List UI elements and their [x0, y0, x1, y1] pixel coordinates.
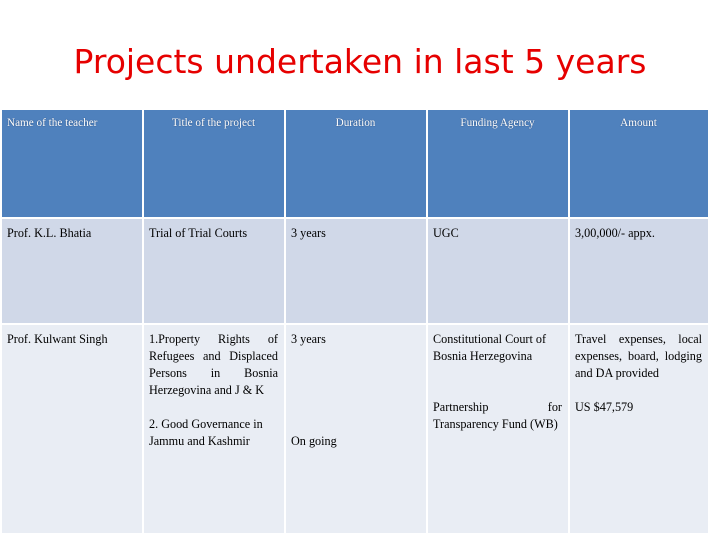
amount-2: US $47,579	[575, 400, 634, 414]
header-amount: Amount	[568, 108, 710, 219]
cell-funding-agencies: Constitutional Court of Bosnia Herzegovi…	[426, 323, 570, 535]
cell-teacher: Prof. K.L. Bhatia	[0, 217, 144, 325]
header-title-of-project: Title of the project	[142, 108, 286, 219]
cell-project-titles: 1.Property Rights of Refugees and Displa…	[142, 323, 286, 535]
header-duration: Duration	[284, 108, 428, 219]
cell-amounts: Travel expenses, local expenses, board, …	[568, 323, 710, 535]
projects-table: Name of the teacher Title of the project…	[0, 108, 710, 535]
duration-2: On going	[291, 434, 337, 448]
funding-agency-2: Partnership for Transparency Fund (WB)	[433, 400, 562, 431]
cell-teacher: Prof. Kulwant Singh	[0, 323, 144, 535]
cell-duration: 3 years	[284, 217, 428, 325]
header-funding-agency: Funding Agency	[426, 108, 570, 219]
cell-project-title: Trial of Trial Courts	[142, 217, 286, 325]
cell-durations: 3 years On going	[284, 323, 428, 535]
header-name-of-teacher: Name of the teacher	[0, 108, 144, 219]
project-title-1: 1.Property Rights of Refugees and Displa…	[149, 332, 278, 397]
duration-1: 3 years	[291, 332, 326, 346]
table-row: Prof. Kulwant Singh 1.Property Rights of…	[0, 323, 710, 535]
table-row: Prof. K.L. Bhatia Trial of Trial Courts …	[0, 217, 710, 325]
table-header-row: Name of the teacher Title of the project…	[0, 108, 710, 219]
slide-title: Projects undertaken in last 5 years	[73, 42, 647, 81]
cell-amount: 3,00,000/- appx.	[568, 217, 710, 325]
cell-funding-agency: UGC	[426, 217, 570, 325]
amount-1: Travel expenses, local expenses, board, …	[575, 332, 702, 380]
project-title-2: 2. Good Governance in Jammu and Kashmir	[149, 417, 263, 448]
funding-agency-1: Constitutional Court of Bosnia Herzegovi…	[433, 332, 547, 363]
